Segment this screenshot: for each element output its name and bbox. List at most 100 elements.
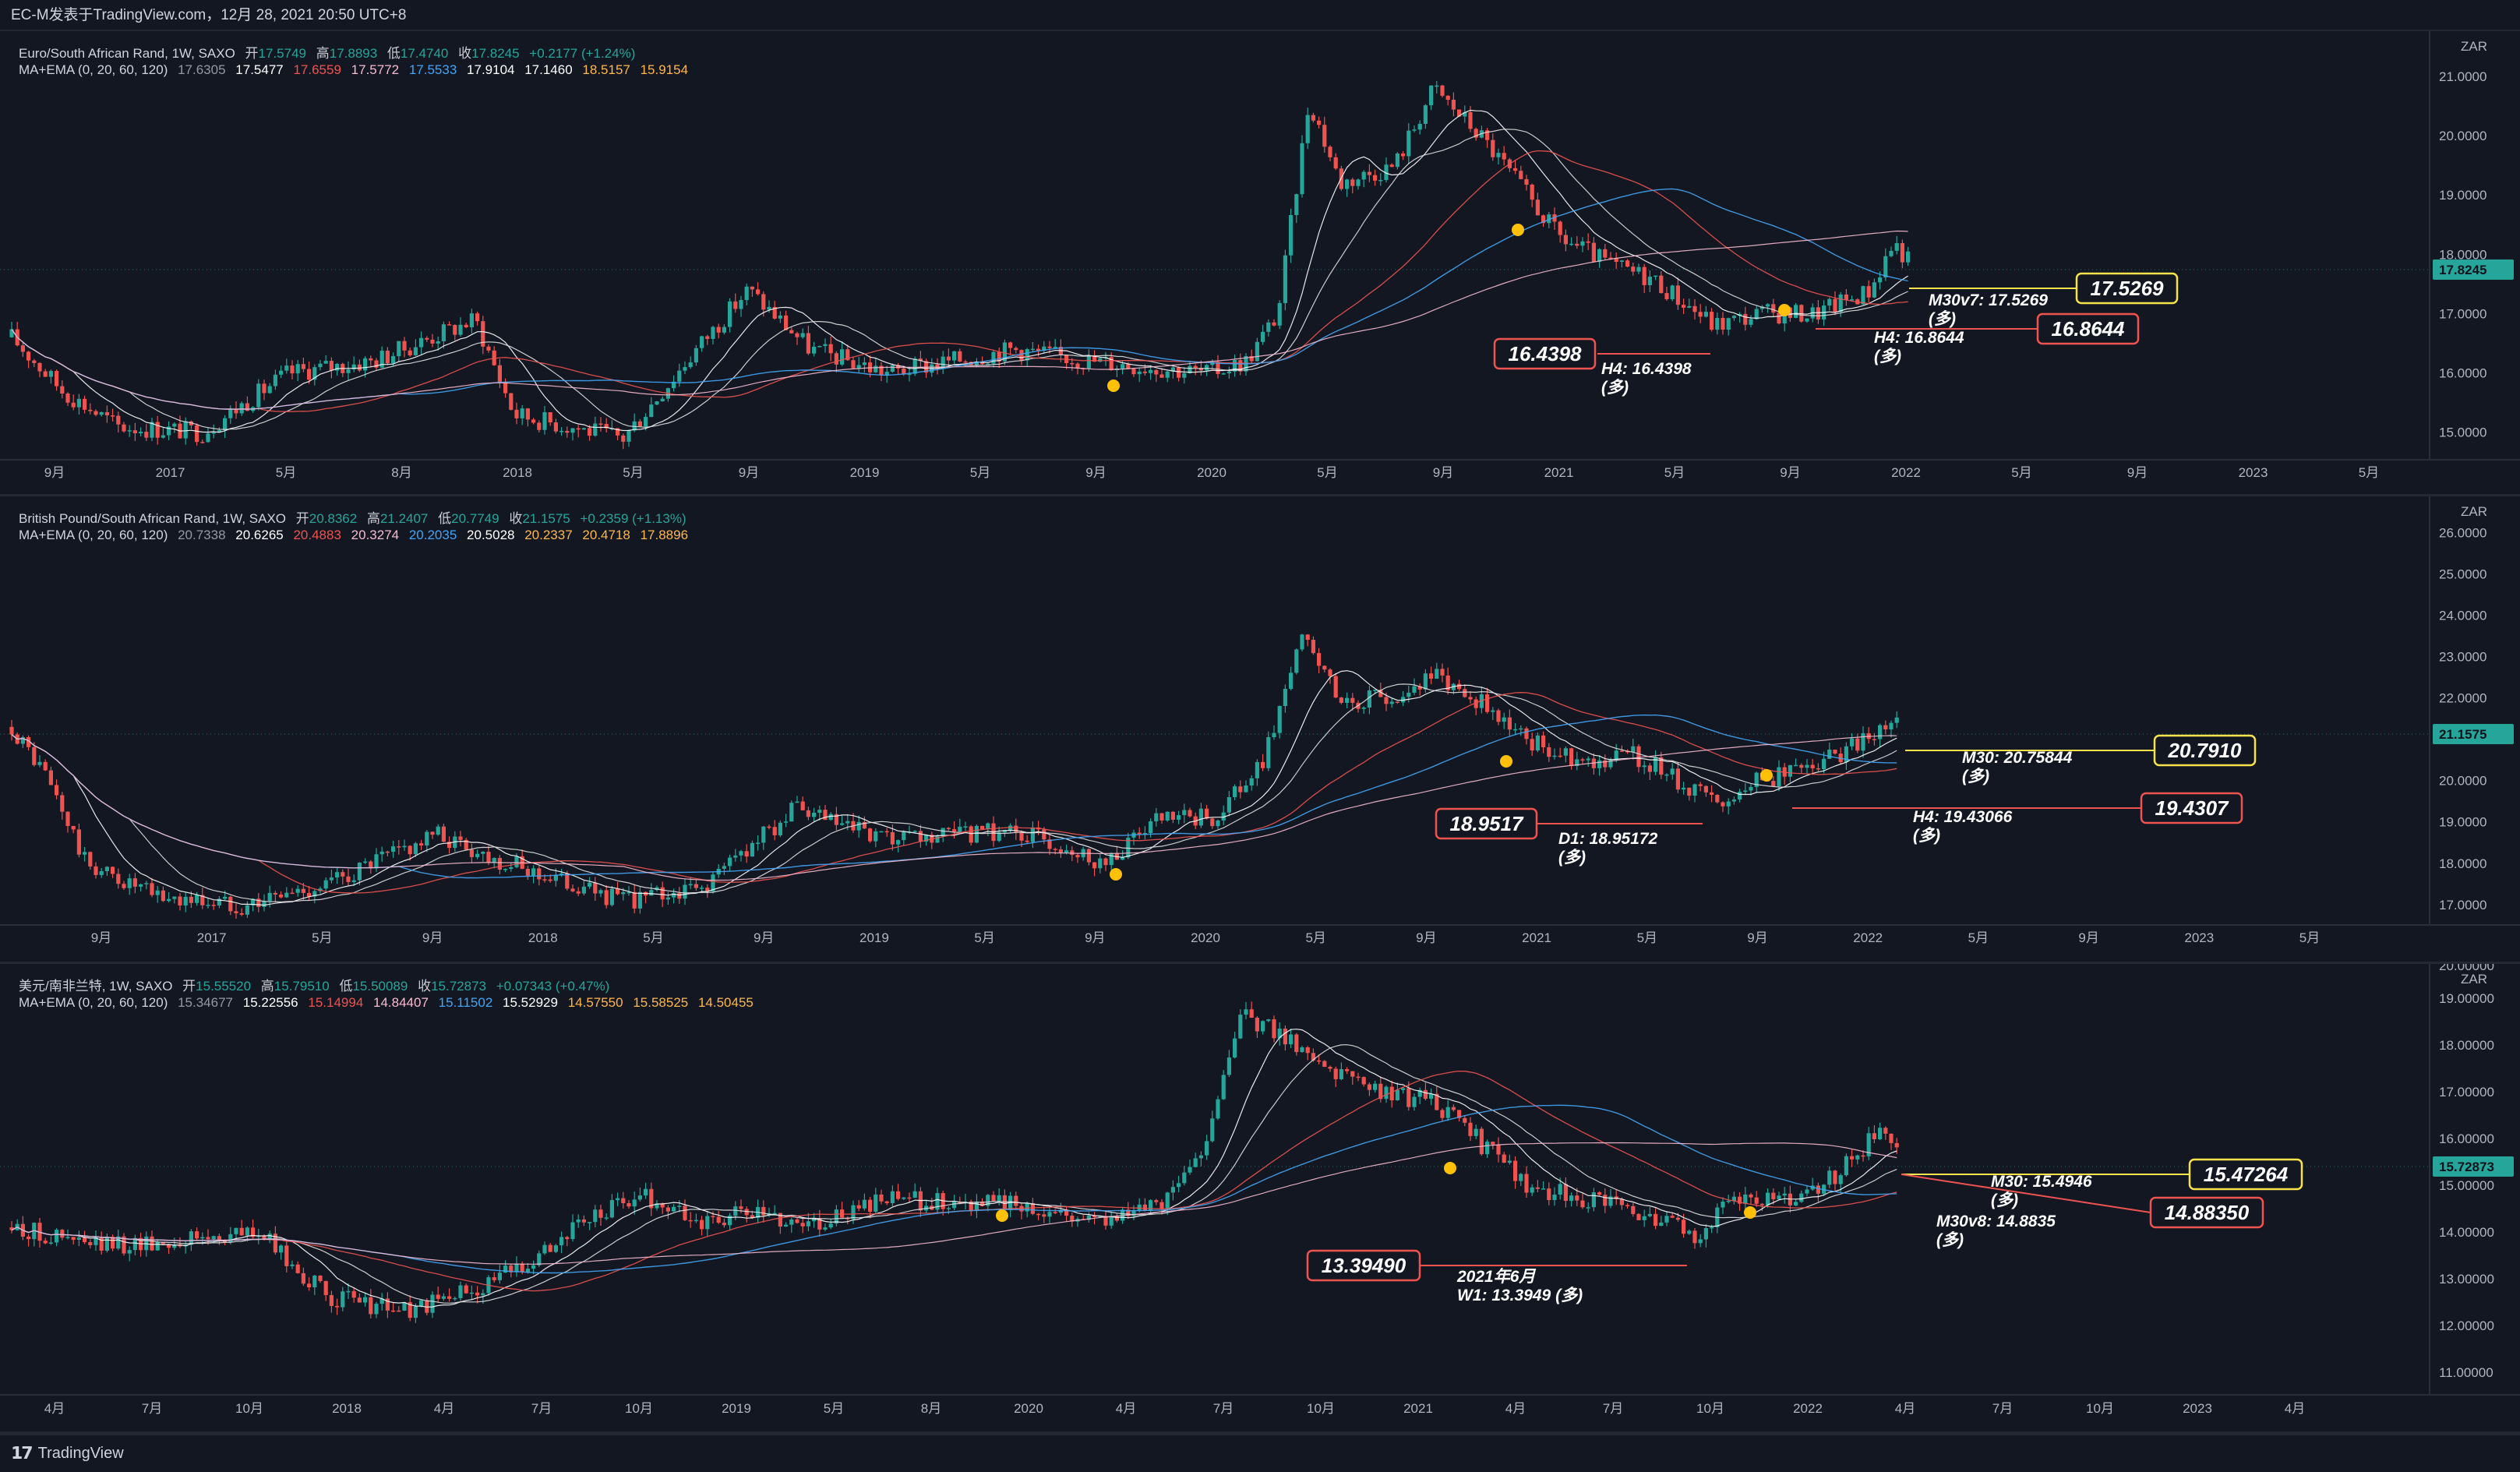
time-tick-label: 2018 bbox=[503, 465, 532, 480]
time-tick-label: 4月 bbox=[1116, 1401, 1136, 1416]
time-tick-label: 2019 bbox=[850, 465, 880, 480]
time-tick-label: 2022 bbox=[1853, 930, 1883, 945]
price-tick-label: 18.00000 bbox=[2439, 1038, 2494, 1053]
time-tick-label: 5月 bbox=[1637, 930, 1657, 945]
svg-text:(多): (多) bbox=[1962, 767, 1989, 785]
tradingview-logo[interactable]: 𝟭𝟳 TradingView bbox=[11, 1443, 124, 1463]
price-tick-label: 18.0000 bbox=[2439, 247, 2486, 262]
price-chart[interactable]: 21.0000 20.0000 19.0000 18.0000 17.0000 16.00… bbox=[0, 31, 2520, 496]
time-tick-label: 4月 bbox=[44, 1401, 65, 1416]
time-tick-label: 2017 bbox=[197, 930, 227, 945]
svg-text:M30v8: 14.8835: M30v8: 14.8835 bbox=[1936, 1213, 2056, 1230]
time-tick-label: 7月 bbox=[142, 1401, 162, 1416]
high-value: 17.8893 bbox=[329, 46, 378, 61]
ma-value: 14.57550 bbox=[567, 995, 623, 1010]
close-label: 收 bbox=[458, 46, 472, 61]
ma-value: 17.6559 bbox=[293, 62, 341, 77]
high-label: 高 bbox=[316, 46, 330, 61]
time-tick-label: 7月 bbox=[531, 1401, 552, 1416]
price-tick-label: 26.0000 bbox=[2439, 526, 2486, 541]
ma-line-fast bbox=[11, 1029, 1897, 1308]
symbol-legend: 美元/南非兰特, 1W, SAXO 开15.55520 高15.79510 低1… bbox=[19, 975, 616, 994]
svg-text:(多): (多) bbox=[1558, 848, 1586, 867]
time-tick-label: 7月 bbox=[1603, 1401, 1623, 1416]
price-tick-label: 19.00000 bbox=[2439, 991, 2494, 1006]
price-level-box[interactable]: 15.47264 bbox=[2188, 1158, 2303, 1191]
level-label: M30: 15.4946(多) bbox=[1991, 1173, 2092, 1209]
indicator-legend[interactable]: MA+EMA (0, 20, 60, 120) 17.6305 17.5477 … bbox=[19, 62, 694, 78]
signal-marker bbox=[1444, 1162, 1456, 1174]
signal-marker bbox=[1107, 379, 1120, 392]
time-tick-label: 2017 bbox=[156, 465, 185, 480]
last-price-tag: 17.8245 bbox=[2433, 259, 2514, 280]
time-tick-label: 2021 bbox=[1544, 465, 1574, 480]
signal-marker bbox=[1778, 304, 1791, 316]
ma-value: 20.2337 bbox=[524, 528, 573, 542]
indicator-legend[interactable]: MA+EMA (0, 20, 60, 120) 15.34677 15.2255… bbox=[19, 995, 760, 1011]
indicator-title: MA+EMA (0, 20, 60, 120) bbox=[19, 995, 168, 1010]
ma-value: 20.4718 bbox=[582, 528, 630, 542]
time-tick-label: 9月 bbox=[2127, 465, 2148, 480]
price-tick-label: 25.0000 bbox=[2439, 567, 2486, 582]
price-level-box[interactable]: 13.39490 bbox=[1306, 1249, 1421, 1282]
level-label: H4: 16.4398(多) bbox=[1601, 360, 1692, 397]
time-tick-label: 2019 bbox=[859, 930, 889, 945]
time-tick-label: 10月 bbox=[2086, 1401, 2114, 1416]
chart-pane-gbpzar[interactable]: British Pound/South African Rand, 1W, SA… bbox=[0, 496, 2520, 964]
ma-line-120 bbox=[11, 714, 1897, 879]
time-tick-label: 9月 bbox=[754, 930, 774, 945]
snapshot-title: EC-M发表于TradingView.com，12月 28, 2021 20:5… bbox=[11, 7, 407, 23]
level-label: M30v7: 17.5269(多) bbox=[1929, 291, 2048, 328]
change-value: +0.07343 (+0.47%) bbox=[496, 979, 610, 994]
ma-line-60 bbox=[11, 1070, 1897, 1292]
ma-value: 17.5477 bbox=[235, 62, 284, 77]
low-label: 低 bbox=[386, 46, 401, 61]
level-label: D1: 18.95172(多) bbox=[1558, 830, 1658, 867]
symbol-legend: British Pound/South African Rand, 1W, SA… bbox=[19, 507, 693, 527]
price-tick-label: 17.0000 bbox=[2439, 306, 2486, 321]
svg-text:15.72873: 15.72873 bbox=[2439, 1160, 2494, 1174]
svg-text:H4: 16.4398: H4: 16.4398 bbox=[1601, 360, 1692, 378]
ma-value: 17.6305 bbox=[178, 62, 226, 77]
time-tick-label: 2022 bbox=[1891, 465, 1921, 480]
price-tick-label: 21.0000 bbox=[2439, 69, 2486, 84]
price-level-box[interactable]: 17.5269 bbox=[2075, 272, 2179, 305]
svg-text:16.4398: 16.4398 bbox=[1509, 342, 1583, 365]
price-level-box[interactable]: 19.4307 bbox=[2140, 792, 2243, 824]
signal-marker bbox=[1744, 1206, 1756, 1219]
open-label: 开 bbox=[245, 46, 259, 61]
open-value: 20.8362 bbox=[309, 511, 358, 526]
time-tick-label: 5月 bbox=[1664, 465, 1685, 480]
candlestick-series bbox=[9, 1001, 1899, 1323]
time-tick-label: 9月 bbox=[1780, 465, 1800, 480]
chart-pane-eurzar[interactable]: Euro/South African Rand, 1W, SAXO 开17.57… bbox=[0, 31, 2520, 496]
price-level-box[interactable]: 20.7910 bbox=[2153, 734, 2257, 767]
svg-text:H4: 19.43066: H4: 19.43066 bbox=[1913, 808, 2013, 826]
ma-value: 17.5772 bbox=[351, 62, 400, 77]
price-tick-label: 15.0000 bbox=[2439, 425, 2486, 440]
price-level-box[interactable]: 16.8644 bbox=[2036, 312, 2140, 345]
price-tick-label: 20.0000 bbox=[2439, 129, 2486, 143]
currency-label: ZAR bbox=[2461, 504, 2487, 519]
price-level-box[interactable]: 16.4398 bbox=[1493, 337, 1597, 370]
low-value: 15.50089 bbox=[352, 979, 408, 994]
high-value: 21.2407 bbox=[379, 511, 429, 526]
time-tick-label: 9月 bbox=[2078, 930, 2098, 945]
time-tick-label: 4月 bbox=[2285, 1401, 2305, 1416]
price-level-box[interactable]: 14.88350 bbox=[2149, 1196, 2264, 1229]
price-tick-label: 15.00000 bbox=[2439, 1178, 2494, 1193]
ma-value: 20.4883 bbox=[293, 528, 341, 542]
price-level-box[interactable]: 18.9517 bbox=[1435, 807, 1538, 840]
time-tick-label: 9月 bbox=[44, 465, 65, 480]
trend-line[interactable] bbox=[1901, 1174, 2151, 1213]
price-tick-label: 12.00000 bbox=[2439, 1318, 2494, 1333]
indicator-legend[interactable]: MA+EMA (0, 20, 60, 120) 20.7338 20.6265 … bbox=[19, 528, 694, 543]
time-tick-label: 5月 bbox=[2011, 465, 2031, 480]
chart-pane-usdzar[interactable]: 美元/南非兰特, 1W, SAXO 开15.55520 高15.79510 低1… bbox=[0, 964, 2520, 1434]
price-chart[interactable]: 26.0000 25.0000 24.0000 23.0000 22.0000 20.00… bbox=[0, 496, 2520, 964]
svg-text:W1: 13.3949 (多): W1: 13.3949 (多) bbox=[1457, 1286, 1583, 1304]
price-tick-label: 18.0000 bbox=[2439, 856, 2486, 871]
time-tick-label: 9月 bbox=[1085, 930, 1105, 945]
time-tick-label: 2022 bbox=[1793, 1401, 1823, 1416]
price-chart[interactable]: 19.00000 18.00000 17.00000 16.00000 15.00000… bbox=[0, 964, 2520, 1434]
